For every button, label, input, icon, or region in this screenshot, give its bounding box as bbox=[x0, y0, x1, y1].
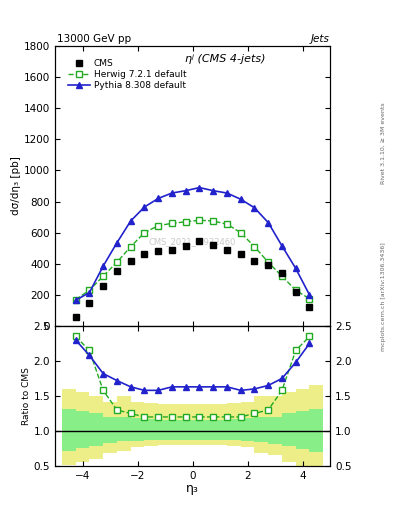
Pythia 8.308 default bbox=[307, 292, 312, 298]
CMS bbox=[115, 268, 119, 274]
Text: Rivet 3.1.10, ≥ 3M events: Rivet 3.1.10, ≥ 3M events bbox=[381, 102, 386, 184]
CMS bbox=[197, 238, 202, 244]
CMS bbox=[129, 259, 133, 265]
CMS bbox=[225, 247, 230, 253]
Herwig 7.2.1 default bbox=[87, 287, 92, 293]
Pythia 8.308 default bbox=[184, 187, 188, 194]
Pythia 8.308 default bbox=[129, 218, 133, 224]
Herwig 7.2.1 default bbox=[184, 219, 188, 225]
Text: CMS_2021_I1932460: CMS_2021_I1932460 bbox=[149, 238, 236, 246]
Text: ηʲ (CMS 4-jets): ηʲ (CMS 4-jets) bbox=[185, 54, 266, 65]
Herwig 7.2.1 default bbox=[211, 218, 216, 224]
Herwig 7.2.1 default bbox=[115, 259, 119, 265]
Herwig 7.2.1 default bbox=[294, 287, 298, 293]
Pythia 8.308 default bbox=[294, 265, 298, 271]
Pythia 8.308 default bbox=[101, 263, 106, 269]
Pythia 8.308 default bbox=[115, 240, 119, 246]
Pythia 8.308 default bbox=[252, 205, 257, 211]
Herwig 7.2.1 default bbox=[266, 259, 271, 265]
Pythia 8.308 default bbox=[87, 289, 92, 295]
CMS bbox=[156, 248, 161, 254]
Herwig 7.2.1 default bbox=[307, 296, 312, 302]
CMS bbox=[239, 251, 243, 258]
CMS bbox=[252, 259, 257, 265]
CMS bbox=[211, 242, 216, 248]
Pythia 8.308 default bbox=[225, 190, 230, 196]
CMS bbox=[184, 243, 188, 249]
Herwig 7.2.1 default bbox=[225, 221, 230, 227]
Herwig 7.2.1 default bbox=[239, 229, 243, 236]
CMS bbox=[73, 314, 78, 321]
Line: CMS: CMS bbox=[73, 239, 312, 320]
Pythia 8.308 default bbox=[239, 196, 243, 202]
CMS bbox=[87, 300, 92, 306]
Herwig 7.2.1 default bbox=[156, 223, 161, 229]
Pythia 8.308 default bbox=[156, 196, 161, 202]
Herwig 7.2.1 default bbox=[197, 217, 202, 223]
Text: Jets: Jets bbox=[310, 33, 329, 44]
CMS bbox=[266, 262, 271, 268]
Herwig 7.2.1 default bbox=[129, 244, 133, 250]
Pythia 8.308 default bbox=[142, 204, 147, 210]
Herwig 7.2.1 default bbox=[170, 220, 174, 226]
Pythia 8.308 default bbox=[211, 187, 216, 194]
Line: Pythia 8.308 default: Pythia 8.308 default bbox=[73, 185, 312, 303]
Pythia 8.308 default bbox=[280, 243, 285, 249]
Text: mcplots.cern.ch [arXiv:1306.3436]: mcplots.cern.ch [arXiv:1306.3436] bbox=[381, 243, 386, 351]
Herwig 7.2.1 default bbox=[280, 273, 285, 279]
Y-axis label: dσ/dη₃ [pb]: dσ/dη₃ [pb] bbox=[11, 157, 21, 216]
Herwig 7.2.1 default bbox=[101, 273, 106, 279]
Line: Herwig 7.2.1 default: Herwig 7.2.1 default bbox=[73, 218, 312, 302]
Y-axis label: Ratio to CMS: Ratio to CMS bbox=[22, 367, 31, 425]
Herwig 7.2.1 default bbox=[252, 244, 257, 250]
CMS bbox=[170, 247, 174, 253]
X-axis label: η₃: η₃ bbox=[186, 482, 199, 495]
CMS bbox=[307, 304, 312, 310]
CMS bbox=[142, 251, 147, 258]
Pythia 8.308 default bbox=[266, 220, 271, 226]
Pythia 8.308 default bbox=[73, 297, 78, 304]
CMS bbox=[280, 270, 285, 276]
CMS bbox=[101, 283, 106, 289]
Text: 13000 GeV pp: 13000 GeV pp bbox=[57, 33, 131, 44]
Herwig 7.2.1 default bbox=[142, 229, 147, 236]
Legend: CMS, Herwig 7.2.1 default, Pythia 8.308 default: CMS, Herwig 7.2.1 default, Pythia 8.308 … bbox=[65, 56, 189, 93]
CMS bbox=[294, 289, 298, 295]
Herwig 7.2.1 default bbox=[73, 296, 78, 303]
Pythia 8.308 default bbox=[197, 184, 202, 190]
Pythia 8.308 default bbox=[170, 190, 174, 196]
